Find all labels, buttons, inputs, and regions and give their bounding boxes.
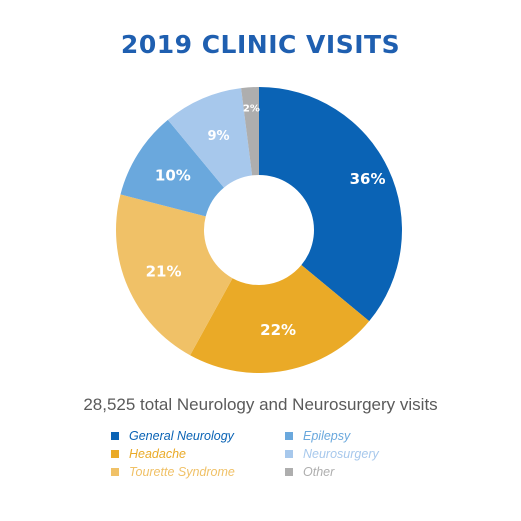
chart-subtitle: 28,525 total Neurology and Neurosurgery … [83,395,438,414]
slice-epilepsy [120,119,224,217]
slice-label-epilepsy: 10% [155,166,191,184]
legend-item-epilepsy: Epilepsy [285,429,350,443]
slice-headache [190,265,370,373]
slice-tourette-syndrome [116,194,233,356]
chart-title: 2019 CLINIC VISITS [120,30,401,59]
legend-item-tourette-syndrome: Tourette Syndrome [111,465,235,479]
legend-label: Epilepsy [303,429,351,443]
legend-swatch [285,468,293,476]
slice-label-other: 2% [243,104,260,115]
slice-label-headache: 22% [260,321,296,339]
slice-label-neurosurgery: 9% [207,129,229,144]
legend-swatch [111,450,119,458]
legend-label: General Neurology [129,429,234,443]
legend-item-general-neurology: General Neurology [111,429,234,443]
legend-label: Tourette Syndrome [129,465,235,479]
slice-general-neurology [259,87,403,322]
legend-item-neurosurgery: Neurosurgery [285,447,379,461]
legend-item-other: Other [285,465,334,479]
legend-swatch [111,468,119,476]
legend-swatch [111,432,119,440]
legend-label: Headache [129,447,186,461]
legend-label: Neurosurgery [303,447,379,461]
slice-label-tourette-syndrome: 21% [146,262,182,280]
chart-legend: General Neurology Headache Tourette Syndro… [111,429,411,485]
slice-other [241,87,259,176]
slice-neurosurgery [167,88,253,188]
legend-swatch [285,450,293,458]
legend-swatch [285,432,293,440]
legend-item-headache: Headache [111,447,186,461]
legend-label: Other [303,465,335,479]
slice-label-general-neurology: 36% [350,170,386,188]
